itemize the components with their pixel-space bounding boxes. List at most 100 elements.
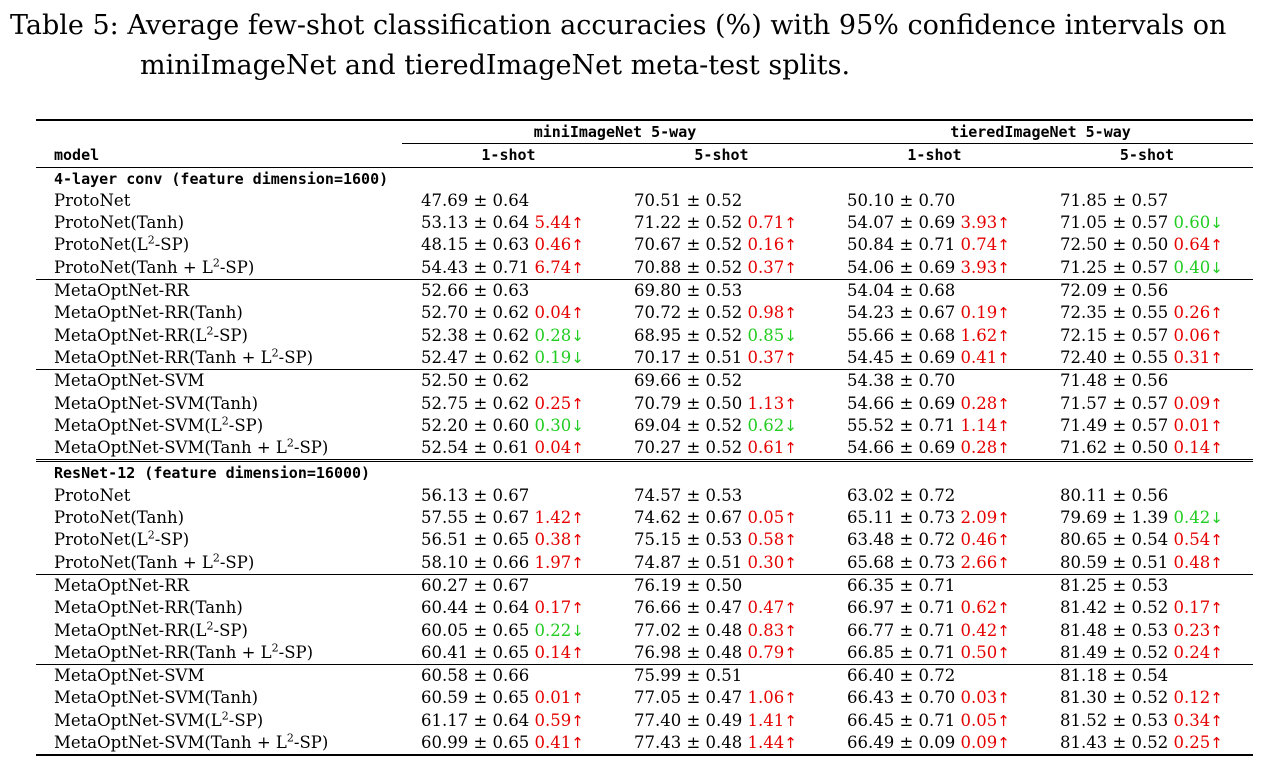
table-row: MetaOptNet-SVM(L2-SP) 52.20 ± 0.60 0.30↓ 6… (36, 415, 1253, 437)
delta-value: 0.14 (1173, 438, 1211, 458)
model-name-superscript: 2 (271, 346, 279, 360)
delta-value: 0.62 (747, 415, 785, 435)
accuracy-value: 70.51 ± 0.52 (634, 190, 743, 210)
delta-value: 0.47 (747, 598, 785, 618)
accuracy-cell: 53.13 ± 0.64 5.44↑ (402, 212, 615, 234)
accuracy-cell: 54.38 ± 0.70 (828, 369, 1041, 393)
accuracy-value: 72.40 ± 0.55 (1060, 347, 1169, 367)
accuracy-cell: 66.35 ± 0.71 (828, 573, 1041, 598)
delta-value: 0.46 (960, 530, 998, 550)
model-name-suffix: -SP) (293, 733, 329, 753)
arrow-up-icon: ↑ (571, 643, 584, 662)
accuracy-cell: 66.77 ± 0.71 0.42↑ (828, 620, 1041, 642)
accuracy-value: 55.52 ± 0.71 (847, 415, 956, 435)
increase-delta: 0.79↑ (748, 643, 797, 662)
model-name-suffix: -SP) (278, 642, 314, 662)
arrow-up-icon: ↑ (997, 621, 1010, 640)
model-name: MetaOptNet-RR(L2-SP) (36, 325, 402, 347)
accuracy-value: 52.70 ± 0.62 (421, 303, 530, 323)
accuracy-value: 68.95 ± 0.52 (634, 325, 743, 345)
accuracy-value: 61.17 ± 0.64 (421, 710, 530, 730)
accuracy-value: 71.85 ± 0.57 (1060, 190, 1169, 210)
table-row: ProtoNet(Tanh) 53.13 ± 0.64 5.44↑ 71.22 ± … (36, 212, 1253, 234)
accuracy-value: 63.48 ± 0.72 (847, 530, 956, 550)
top-rule (36, 119, 1253, 121)
delta-value: 0.37 (747, 257, 785, 277)
accuracy-value: 72.50 ± 0.50 (1060, 235, 1169, 255)
model-name: MetaOptNet-RR(Tanh + L2-SP) (36, 347, 402, 370)
model-name-text: MetaOptNet-SVM (54, 666, 205, 686)
accuracy-cell: 74.57 ± 0.53 (615, 485, 828, 507)
increase-delta: 0.19↑ (961, 303, 1010, 322)
increase-delta: 5.44↑ (535, 213, 584, 232)
delta-value: 0.28 (534, 325, 572, 345)
increase-delta: 1.06↑ (748, 688, 797, 707)
arrow-down-icon: ↓ (571, 348, 584, 367)
increase-delta: 2.66↑ (961, 553, 1010, 572)
model-name: MetaOptNet-RR(L2-SP) (36, 620, 402, 642)
arrow-up-icon: ↑ (571, 734, 584, 753)
delta-value: 0.98 (747, 303, 785, 323)
accuracy-cell: 55.52 ± 0.71 1.14↑ (828, 415, 1041, 437)
delta-value: 0.09 (1173, 393, 1211, 413)
model-name-text: ProtoNet(Tanh) (54, 508, 185, 528)
delta-value: 5.44 (534, 213, 572, 233)
arrow-up-icon: ↑ (571, 304, 584, 323)
accuracy-value: 66.85 ± 0.71 (847, 642, 956, 662)
delta-value: 0.46 (534, 235, 572, 255)
increase-delta: 0.16↑ (748, 235, 797, 254)
arrow-up-icon: ↑ (571, 553, 584, 572)
decrease-delta: 0.19↓ (535, 348, 584, 367)
accuracy-value: 47.69 ± 0.64 (421, 190, 530, 210)
accuracy-value: 60.58 ± 0.66 (421, 666, 530, 686)
model-name: ProtoNet(L2-SP) (36, 234, 402, 256)
increase-delta: 0.48↑ (1174, 553, 1223, 572)
accuracy-cell: 54.06 ± 0.69 3.93↑ (828, 257, 1041, 280)
model-name-text: MetaOptNet-RR(L (54, 620, 207, 640)
delta-value: 0.17 (1173, 598, 1211, 618)
accuracy-cell: 52.20 ± 0.60 0.30↓ (402, 415, 615, 437)
table-row: MetaOptNet-SVM(L2-SP) 61.17 ± 0.64 0.59↑ 7… (36, 710, 1253, 732)
accuracy-value: 69.04 ± 0.52 (634, 415, 743, 435)
delta-value: 0.62 (960, 598, 998, 618)
arrow-up-icon: ↑ (1210, 439, 1223, 458)
increase-delta: 0.01↑ (1174, 416, 1223, 435)
delta-value: 0.71 (747, 213, 785, 233)
table-row: MetaOptNet-SVM(Tanh + L2-SP) 52.54 ± 0.61… (36, 437, 1253, 461)
arrow-up-icon: ↑ (784, 304, 797, 323)
accuracy-cell: 60.05 ± 0.65 0.22↓ (402, 620, 615, 642)
delta-value: 0.41 (534, 733, 572, 753)
accuracy-cell: 75.99 ± 0.51 (615, 664, 828, 688)
header-model: model (36, 143, 402, 168)
accuracy-value: 71.05 ± 0.57 (1060, 213, 1169, 233)
accuracy-cell: 76.66 ± 0.47 0.47↑ (615, 597, 828, 619)
accuracy-value: 56.51 ± 0.65 (421, 530, 530, 550)
arrow-up-icon: ↑ (571, 531, 584, 550)
accuracy-cell: 77.02 ± 0.48 0.83↑ (615, 620, 828, 642)
accuracy-cell: 69.04 ± 0.52 0.62↓ (615, 415, 828, 437)
increase-delta: 0.26↑ (1174, 303, 1223, 322)
arrow-up-icon: ↑ (997, 416, 1010, 435)
accuracy-value: 54.45 ± 0.69 (847, 347, 956, 367)
arrow-up-icon: ↑ (784, 236, 797, 255)
accuracy-value: 81.48 ± 0.53 (1060, 620, 1169, 640)
delta-value: 0.12 (1173, 688, 1211, 708)
accuracy-cell: 70.51 ± 0.52 (615, 190, 828, 212)
model-name-suffix: -SP) (213, 620, 248, 640)
decrease-delta: 0.85↓ (748, 326, 797, 345)
accuracy-cell: 74.62 ± 0.67 0.05↑ (615, 507, 828, 529)
accuracy-value: 81.42 ± 0.52 (1060, 598, 1169, 618)
accuracy-value: 56.13 ± 0.67 (421, 485, 530, 505)
accuracy-cell: 54.04 ± 0.68 (828, 279, 1041, 303)
arrow-down-icon: ↓ (784, 326, 797, 345)
arrow-up-icon: ↑ (997, 509, 1010, 528)
section-header-row: 4-layer conv (feature dimension=1600) (36, 166, 1253, 190)
accuracy-cell: 77.40 ± 0.49 1.41↑ (615, 710, 828, 732)
accuracy-cell: 50.84 ± 0.71 0.74↑ (828, 234, 1041, 256)
increase-delta: 0.41↑ (535, 733, 584, 752)
delta-value: 0.34 (1173, 710, 1211, 730)
increase-delta: 6.74↑ (535, 258, 584, 277)
accuracy-cell: 65.68 ± 0.73 2.66↑ (828, 552, 1041, 575)
delta-value: 0.85 (747, 325, 785, 345)
model-name-superscript: 2 (212, 551, 220, 565)
